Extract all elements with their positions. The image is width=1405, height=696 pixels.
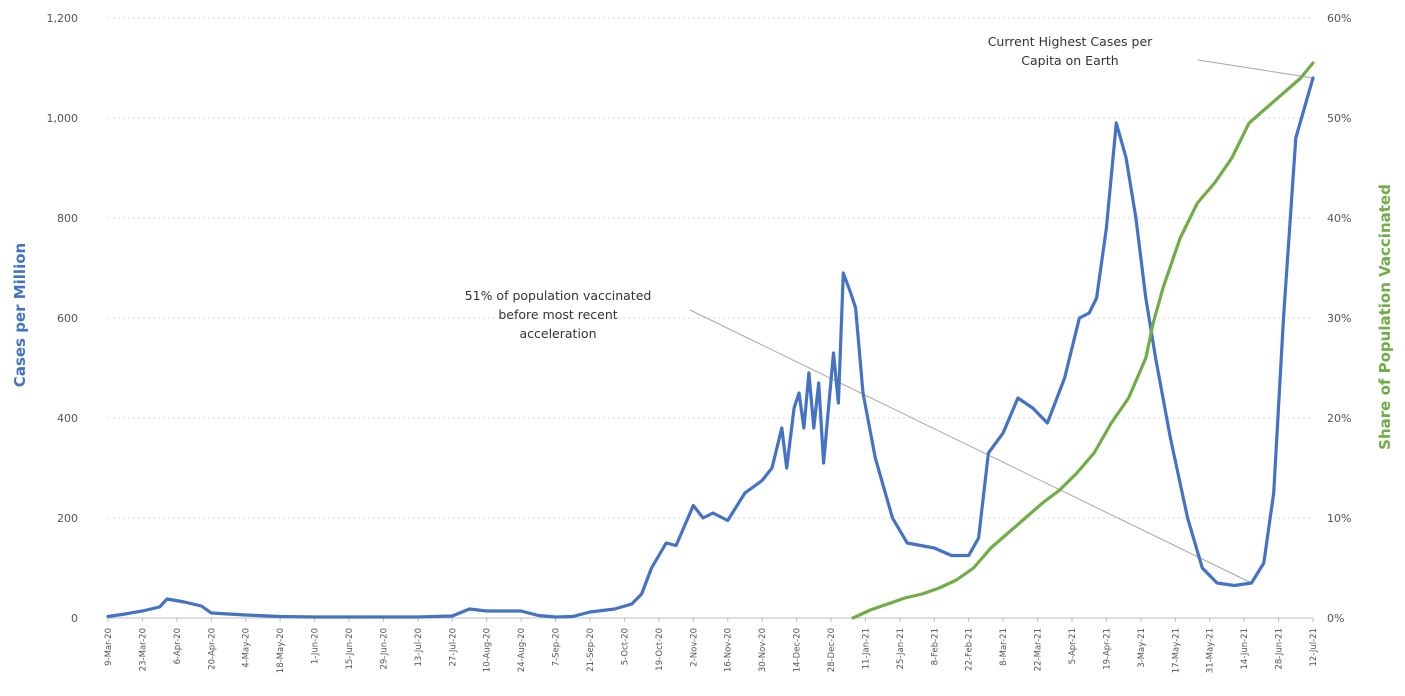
x-axis: 9-Mar-20 23-Mar-20 6-Apr-20 20-Apr-20 4-May-… bbox=[104, 618, 1319, 673]
x-tick-label: 30-Nov-20 bbox=[758, 628, 768, 672]
x-tick-label: 15-Jun-20 bbox=[345, 628, 355, 670]
x-tick-label: 21-Sep-20 bbox=[586, 628, 596, 672]
x-tick-label: 16-Nov-20 bbox=[724, 628, 734, 672]
x-tick-label: 19-Oct-20 bbox=[655, 628, 665, 671]
x-tick-label: 28-Jun-21 bbox=[1275, 628, 1285, 670]
annotation-leader-line bbox=[1197, 59, 1314, 79]
gridlines bbox=[108, 17, 1313, 619]
x-tick-label: 29-Jun-20 bbox=[379, 628, 389, 670]
y2-tick-label: 50% bbox=[1327, 112, 1351, 125]
x-tick-label: 19-Apr-21 bbox=[1102, 628, 1112, 670]
y-tick-label: 800 bbox=[57, 212, 78, 225]
annotation-leader-line bbox=[689, 309, 1252, 584]
y2-tick-label: 10% bbox=[1327, 512, 1351, 525]
y-axis-title: Cases per Million bbox=[11, 243, 29, 387]
x-tick-label: 27-Jul-20 bbox=[448, 628, 458, 667]
x-tick-label: 31-May-21 bbox=[1206, 628, 1216, 673]
y-tick-label: 400 bbox=[57, 412, 78, 425]
y-tick-label: 200 bbox=[57, 512, 78, 525]
x-tick-label: 4-May-20 bbox=[242, 628, 252, 668]
y-tick-label: 1,000 bbox=[47, 112, 79, 125]
y-tick-label: 0 bbox=[71, 612, 78, 625]
y2-tick-label: 40% bbox=[1327, 212, 1351, 225]
annotation-text: Current Highest Cases per Capita on Earth bbox=[988, 34, 1153, 68]
annotation-leader-lines bbox=[689, 59, 1314, 584]
x-tick-label: 20-Apr-20 bbox=[207, 628, 217, 670]
y-tick-label: 1,200 bbox=[47, 12, 79, 25]
x-tick-label: 28-Dec-20 bbox=[827, 628, 837, 672]
y2-tick-label: 30% bbox=[1327, 312, 1351, 325]
y2-tick-label: 20% bbox=[1327, 412, 1351, 425]
y-tick-label: 600 bbox=[57, 312, 78, 325]
y2-tick-label: 60% bbox=[1327, 12, 1351, 25]
y2-axis-title: Share of Population Vaccinated bbox=[1376, 184, 1394, 450]
x-tick-label: 11-Jan-21 bbox=[861, 628, 871, 669]
x-tick-label: 10-Aug-20 bbox=[483, 628, 493, 672]
x-tick-label: 13-Jul-20 bbox=[414, 628, 424, 667]
x-tick-label: 3-May-21 bbox=[1137, 628, 1147, 668]
x-tick-label: 14-Jun-21 bbox=[1240, 628, 1250, 670]
y-axis-right: 0% 10% 20% 30% 40% 50% 60% bbox=[1327, 12, 1351, 625]
cases-per-million-line bbox=[106, 76, 1315, 619]
x-tick-label: 23-Mar-20 bbox=[138, 628, 148, 671]
x-tick-label: 25-Jan-21 bbox=[896, 628, 906, 669]
x-tick-label: 18-May-20 bbox=[276, 628, 286, 673]
y2-tick-label: 0% bbox=[1327, 612, 1344, 625]
x-tick-label: 5-Apr-21 bbox=[1068, 628, 1078, 664]
x-tick-label: 5-Oct-20 bbox=[620, 628, 630, 665]
x-tick-label: 14-Dec-20 bbox=[793, 628, 803, 672]
series-group bbox=[106, 61, 1315, 620]
annotation-text: 51% of population vaccinated before most … bbox=[465, 288, 652, 341]
x-tick-label: 8-Mar-21 bbox=[999, 628, 1009, 666]
x-tick-label: 9-Mar-20 bbox=[104, 628, 114, 666]
x-tick-label: 8-Feb-21 bbox=[930, 628, 940, 665]
x-tick-label: 6-Apr-20 bbox=[173, 628, 183, 664]
x-tick-label: 22-Feb-21 bbox=[965, 628, 975, 671]
x-tick-label: 22-Mar-21 bbox=[1034, 628, 1044, 671]
x-tick-label: 2-Nov-20 bbox=[689, 628, 699, 667]
x-tick-label: 12-Jul-21 bbox=[1309, 628, 1319, 667]
y-axis-left: 0 200 400 600 800 1,000 1,200 bbox=[47, 12, 79, 625]
vaccinated-share-line bbox=[851, 61, 1315, 620]
x-tick-label: 24-Aug-20 bbox=[517, 628, 527, 672]
annotations: 51% of population vaccinated before most … bbox=[465, 34, 1153, 341]
x-tick-label: 1-Jun-20 bbox=[311, 628, 321, 664]
x-tick-label: 7-Sep-20 bbox=[552, 628, 562, 666]
x-tick-label: 17-May-21 bbox=[1171, 628, 1181, 673]
